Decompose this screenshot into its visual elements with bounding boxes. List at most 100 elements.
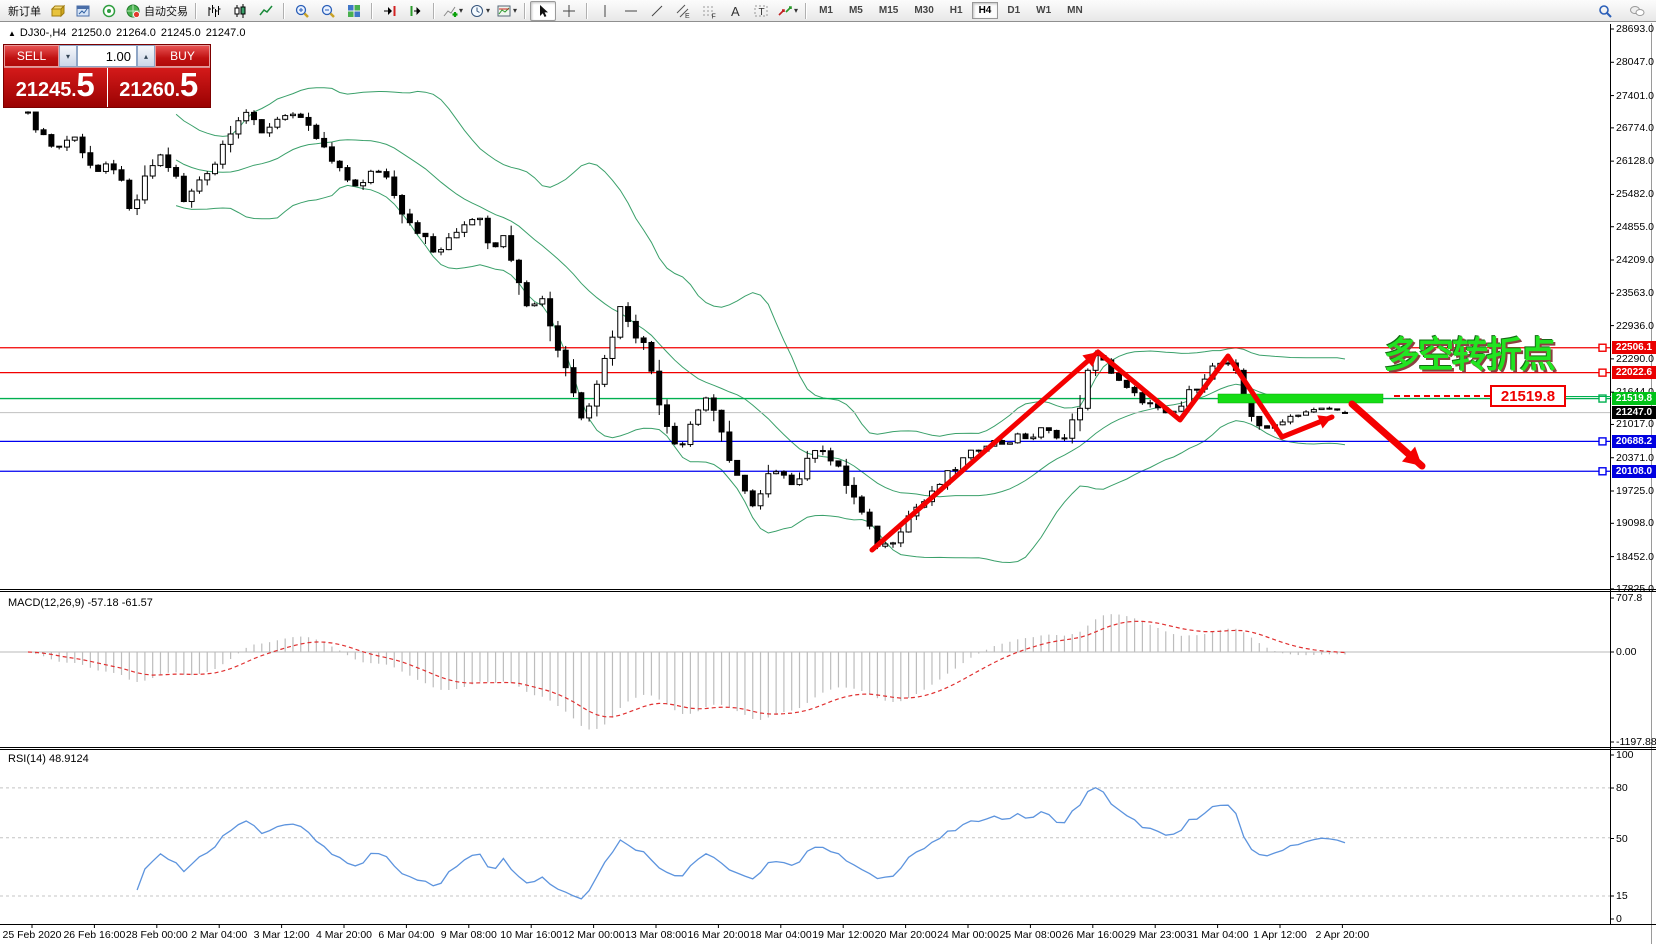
line-chart-icon[interactable]: [253, 1, 279, 21]
sell-price[interactable]: 21245 . 5: [4, 68, 108, 107]
macd-scale-tick: 707.8: [1616, 592, 1643, 604]
x-axis-label: 26 Mar 16:00: [1061, 929, 1124, 941]
dropdown-caret-icon[interactable]: ▾: [459, 6, 464, 15]
indicators-icon[interactable]: ▾: [439, 1, 466, 21]
ohlc-high: 21264.0: [116, 27, 156, 39]
toolbar-separator: [195, 2, 197, 19]
arrows-icon[interactable]: ▾: [774, 1, 801, 21]
x-axis-label: 26 Feb 16:00: [63, 929, 126, 941]
zoom-out-icon[interactable]: [315, 1, 341, 21]
one-click-trade-panel: SELL ▾ 1.00 ▴ BUY 21245 . 5 21260 . 5: [3, 44, 211, 108]
y-axis-tick: 24855.0: [1616, 220, 1654, 233]
price-level-tag: 22022.6: [1612, 366, 1656, 380]
periods-icon[interactable]: ▾: [466, 1, 493, 21]
x-axis-label: 25 Feb 2020: [2, 929, 62, 941]
timeframe-button-m15[interactable]: M15: [878, 5, 899, 16]
x-axis-label: 28 Feb 00:00: [125, 929, 188, 941]
x-axis-label: 4 Mar 20:00: [315, 929, 373, 941]
signal-icon[interactable]: [96, 1, 122, 21]
x-axis-label: 2 Apr 20:00: [1315, 929, 1370, 941]
y-axis-tick: 28693.0: [1616, 23, 1654, 35]
zigzag-trendline: [869, 349, 1335, 553]
x-axis-label: 2 Mar 04:00: [191, 929, 248, 941]
collapse-triangle-icon[interactable]: ▲: [8, 29, 16, 38]
rsi-scale-tick: 100: [1616, 749, 1634, 761]
main-toolbar: 新订单 自动交易 ▾ ▾ ▾ E F A T ▾ M1 M5 M15 M30 H1 H4 D1 W1 MN: [0, 0, 1656, 22]
volume-down-button[interactable]: ▾: [59, 45, 77, 67]
ohlc-low: 21245.0: [160, 27, 201, 39]
auto-scroll-icon[interactable]: [403, 1, 429, 21]
symbol-period: DJ30-,H4: [19, 27, 67, 39]
vertical-line-icon[interactable]: [592, 1, 618, 21]
text-label-icon[interactable]: T: [748, 1, 774, 21]
volume-input[interactable]: 1.00: [77, 45, 137, 67]
timeframe-button-m5[interactable]: M5: [848, 5, 863, 16]
macd-label: MACD(12,26,9) -57.18 -61.57: [8, 597, 153, 609]
candle-chart-icon[interactable]: [227, 1, 253, 21]
callout-connector-green: [1564, 396, 1611, 397]
trendline-icon[interactable]: [644, 1, 670, 21]
rsi-label: RSI(14) 48.9124: [8, 753, 89, 765]
dropdown-caret-icon[interactable]: ▾: [486, 6, 491, 15]
dropdown-caret-icon[interactable]: ▾: [794, 6, 799, 15]
sell-button[interactable]: SELL: [4, 45, 59, 67]
timeframe-button-d1[interactable]: D1: [1007, 5, 1021, 16]
price-callout-box[interactable]: 21519.8: [1490, 385, 1566, 407]
y-axis-tick: 20371.0: [1616, 451, 1654, 464]
horizontal-line-icon[interactable]: [618, 1, 644, 21]
chart-window-icon[interactable]: [70, 1, 96, 21]
svg-text:A: A: [731, 4, 740, 19]
buy-button[interactable]: BUY: [155, 45, 210, 67]
y-axis-tick: 28047.0: [1616, 56, 1654, 69]
chat-icon[interactable]: [1624, 1, 1650, 21]
price-level-tag: 21519.8: [1612, 392, 1656, 406]
x-axis-label: 6 Mar 04:00: [378, 929, 435, 941]
x-axis-label: 3 Mar 12:00: [253, 929, 310, 941]
horizontal-level-lines: [0, 343, 1610, 476]
templates-icon[interactable]: ▾: [493, 1, 520, 21]
timeframe-button-mn[interactable]: MN: [1067, 5, 1083, 16]
x-axis-label: 24 Mar 00:00: [937, 929, 999, 941]
text-icon[interactable]: A: [722, 1, 748, 21]
channel-icon[interactable]: E: [670, 1, 696, 21]
buy-price[interactable]: 21260 . 5: [107, 68, 210, 107]
zoom-in-icon[interactable]: [289, 1, 315, 21]
toolbar-separator: [283, 2, 285, 19]
y-axis-tick: 21017.0: [1616, 418, 1654, 431]
cursor-icon[interactable]: [530, 0, 557, 21]
toolbar-separator: [433, 2, 435, 19]
bollinger-bands: [175, 87, 1346, 564]
new-order-button[interactable]: 新订单: [8, 5, 41, 18]
y-axis-tick: 18452.0: [1616, 550, 1654, 563]
svg-text:F: F: [712, 13, 716, 19]
price-level-tag: 21247.0: [1612, 406, 1656, 420]
rsi-panel: [0, 786, 1610, 900]
x-axis-label: 19 Mar 12:00: [812, 929, 875, 941]
cube-icon[interactable]: [44, 1, 70, 21]
timeframe-button-h1[interactable]: H1: [949, 5, 963, 16]
timeframe-button-m30[interactable]: M30: [914, 5, 934, 16]
price-level-tag: 20108.0: [1612, 464, 1656, 478]
x-axis-label: 18 Mar 04:00: [749, 929, 812, 941]
autotrade-button[interactable]: 自动交易: [122, 1, 191, 21]
fibonacci-icon[interactable]: F: [696, 1, 722, 21]
tile-windows-icon[interactable]: [341, 1, 367, 21]
y-axis-tick: 23563.0: [1616, 287, 1654, 300]
shift-end-icon[interactable]: [377, 1, 403, 21]
price-level-tag: 22506.1: [1612, 341, 1656, 355]
x-axis-label: 29 Mar 23:00: [1124, 929, 1187, 941]
dropdown-caret-icon[interactable]: ▾: [513, 6, 518, 15]
y-axis-tick: 22936.0: [1616, 319, 1654, 332]
svg-text:E: E: [685, 13, 690, 19]
timeframe-button-h4[interactable]: H4: [971, 2, 999, 19]
volume-up-button[interactable]: ▴: [137, 45, 155, 67]
bar-chart-icon[interactable]: [201, 1, 227, 21]
crosshair-icon[interactable]: [556, 1, 582, 21]
toolbar-separator: [371, 2, 373, 19]
x-axis-label: 10 Mar 16:00: [500, 929, 563, 941]
timeframe-button-m1[interactable]: M1: [819, 5, 833, 16]
chart-header: ▲ DJ30-,H4 21250.0 21264.0 21245.0 21247.0: [8, 27, 250, 39]
search-icon[interactable]: [1592, 1, 1618, 21]
timeframe-button-w1[interactable]: W1: [1036, 5, 1052, 16]
